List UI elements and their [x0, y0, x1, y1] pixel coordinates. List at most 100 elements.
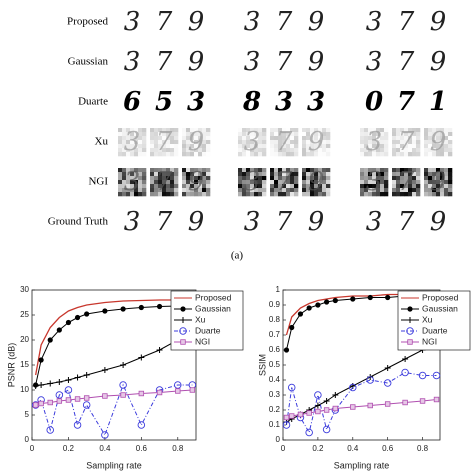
marker — [283, 347, 290, 353]
noise-pixel — [150, 184, 155, 189]
noise-pixel — [130, 128, 135, 133]
noise-pixel — [436, 176, 441, 181]
noise-pixel — [412, 176, 417, 181]
noise-pixel — [158, 188, 163, 193]
noise-pixel — [150, 168, 155, 173]
noise-pixel — [170, 132, 175, 137]
noise-pixel — [238, 192, 243, 197]
noise-pixel — [448, 140, 453, 145]
noise-pixel — [126, 168, 131, 173]
noise-pixel — [396, 184, 401, 189]
noise-pixel — [174, 176, 179, 181]
noise-pixel — [206, 184, 211, 189]
noise-pixel — [372, 172, 377, 177]
noise-pixel — [126, 148, 131, 153]
marker — [289, 324, 295, 331]
noise-pixel — [294, 176, 299, 181]
noise-pixel — [314, 148, 319, 153]
noise-pixel — [238, 172, 243, 177]
noise-pixel — [130, 192, 135, 197]
noise-pixel — [428, 168, 433, 173]
noise-pixel — [294, 168, 299, 173]
noise-pixel — [368, 172, 373, 177]
noise-pixel — [372, 136, 377, 141]
noise-pixel — [190, 132, 195, 137]
noise-pixel — [440, 144, 445, 149]
noise-pixel — [118, 148, 123, 153]
noise-pixel — [302, 176, 307, 181]
noise-pixel — [416, 184, 421, 189]
noise-pixel — [404, 148, 409, 153]
noise-pixel — [294, 128, 299, 133]
noise-pixel — [436, 152, 441, 157]
noise-pixel — [158, 128, 163, 133]
marker — [323, 398, 330, 404]
noise-pixel — [294, 184, 299, 189]
noise-pixel — [182, 192, 187, 197]
noise-pixel — [122, 168, 127, 173]
noise-pixel — [380, 140, 385, 145]
noise-pixel — [290, 132, 295, 137]
noise-pixel — [282, 136, 287, 141]
noise-pixel — [408, 184, 413, 189]
noise-pixel — [396, 176, 401, 181]
noise-pixel — [198, 128, 203, 133]
noise-pixel — [174, 188, 179, 193]
legend-marker — [406, 327, 414, 335]
noise-pixel — [130, 152, 135, 157]
noise-pixel — [440, 184, 445, 189]
noise-pixel — [368, 148, 373, 153]
noise-pixel — [242, 132, 247, 137]
noise-pixel — [380, 144, 385, 149]
noise-pixel — [182, 180, 187, 185]
noise-pixel — [130, 172, 135, 177]
noise-pixel — [162, 144, 167, 149]
noise-pixel — [150, 140, 155, 145]
noise-pixel — [238, 168, 243, 173]
noise-pixel — [282, 188, 287, 193]
noise-pixel — [412, 168, 417, 173]
noise-pixel — [122, 180, 127, 185]
marker — [47, 380, 54, 387]
marker — [83, 395, 90, 401]
noise-pixel — [444, 168, 449, 173]
noise-pixel — [318, 176, 323, 181]
y-tick-label: 0.2 — [269, 405, 281, 414]
noise-pixel — [118, 168, 123, 173]
digit: 0 — [365, 87, 383, 117]
noise-pixel — [286, 188, 291, 193]
noise-pixel — [254, 128, 259, 133]
noise-pixel — [242, 148, 247, 153]
noise-pixel — [368, 188, 373, 193]
noise-pixel — [282, 184, 287, 189]
marker — [332, 392, 339, 398]
noise-pixel — [372, 188, 377, 193]
noise-pixel — [412, 152, 417, 157]
noise-pixel — [254, 148, 259, 153]
noise-pixel — [166, 180, 171, 185]
noise-pixel — [138, 168, 143, 173]
noise-pixel — [142, 172, 147, 177]
noise-pixel — [424, 172, 429, 177]
marker — [350, 404, 356, 410]
noise-pixel — [384, 188, 389, 193]
noise-pixel — [282, 176, 287, 181]
noise-pixel — [262, 188, 267, 193]
noise-pixel — [360, 172, 365, 177]
noise-pixel — [412, 180, 417, 185]
noise-pixel — [392, 140, 397, 145]
noise-pixel — [262, 132, 267, 137]
noise-pixel — [186, 192, 191, 197]
noise-pixel — [314, 140, 319, 145]
noise-pixel — [384, 184, 389, 189]
noise-pixel — [326, 180, 331, 185]
noise-pixel — [134, 152, 139, 157]
digit: 7 — [156, 7, 173, 37]
noise-pixel — [396, 168, 401, 173]
noise-pixel — [392, 132, 397, 137]
noise-pixel — [372, 184, 377, 189]
noise-pixel — [448, 172, 453, 177]
noise-pixel — [384, 168, 389, 173]
marker — [64, 386, 73, 394]
marker — [366, 376, 374, 384]
